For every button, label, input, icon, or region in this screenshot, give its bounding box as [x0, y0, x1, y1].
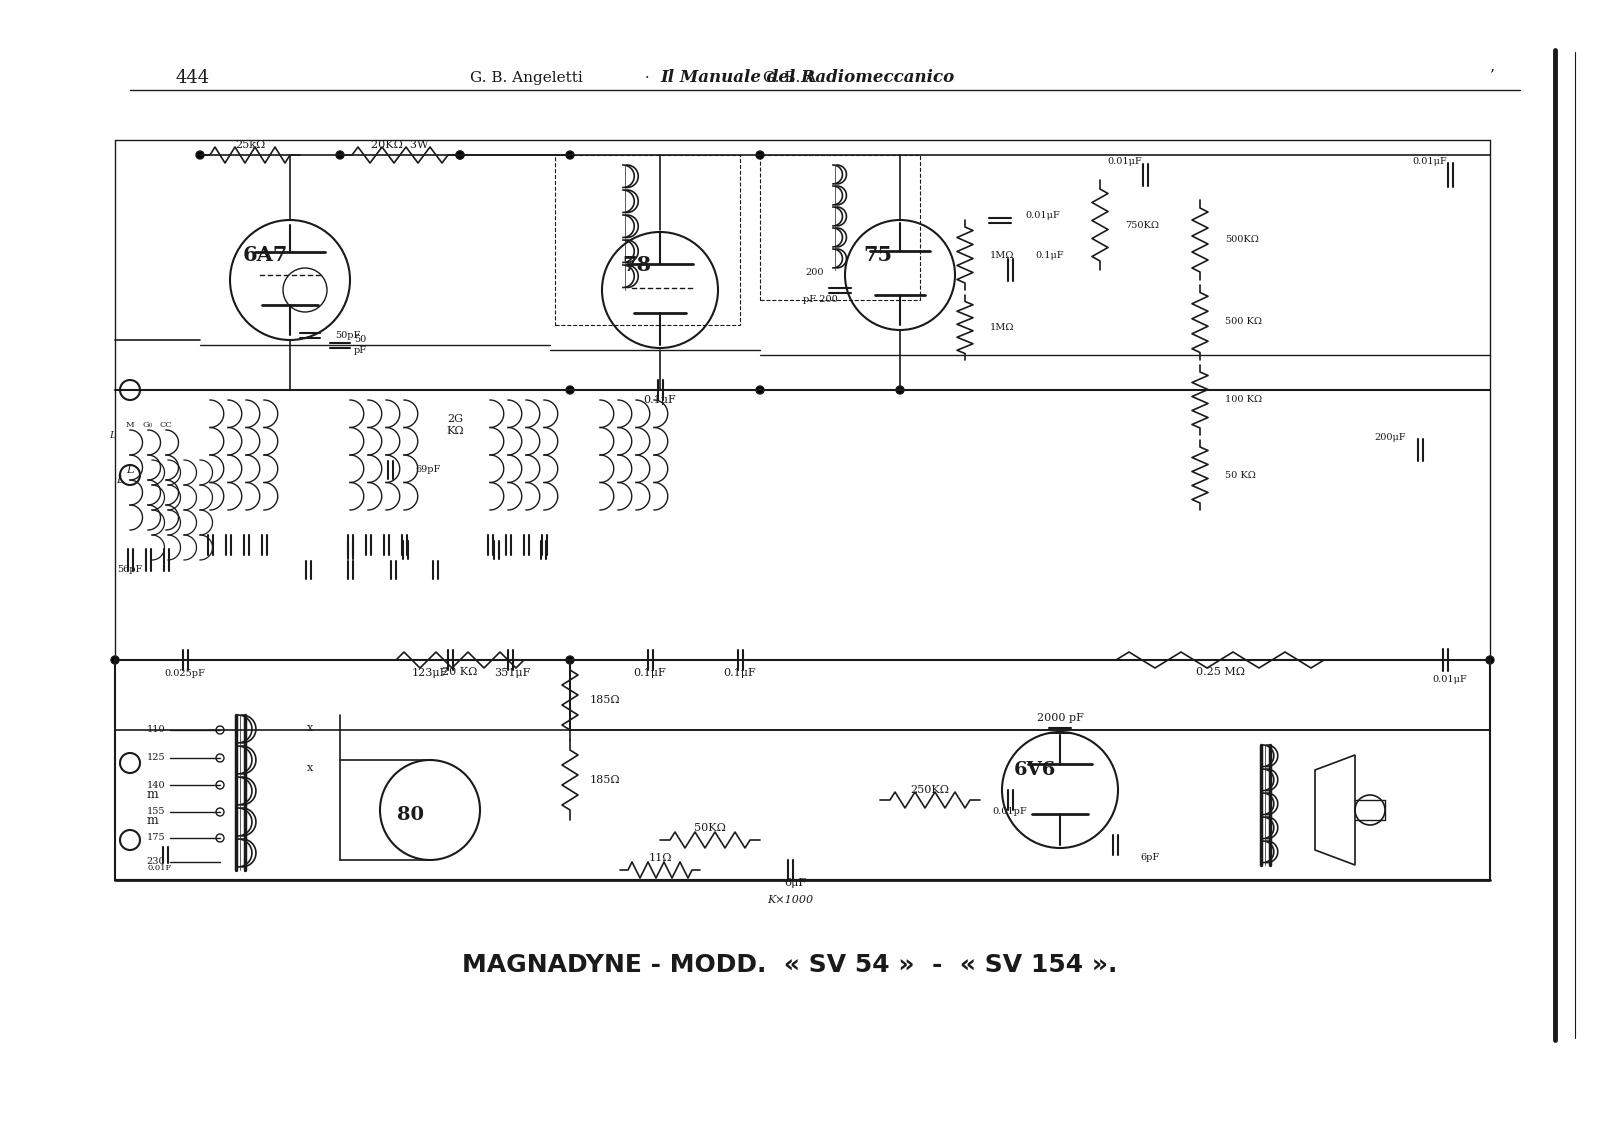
- Text: 6V6: 6V6: [1014, 761, 1056, 779]
- Text: pF 200: pF 200: [803, 295, 837, 304]
- Circle shape: [566, 656, 574, 664]
- Text: 1MΩ: 1MΩ: [990, 323, 1014, 333]
- Text: 100 KΩ: 100 KΩ: [1226, 396, 1262, 405]
- Text: 500 KΩ: 500 KΩ: [1226, 318, 1262, 327]
- Text: 11Ω: 11Ω: [648, 853, 672, 863]
- Text: ’: ’: [1490, 68, 1494, 83]
- Text: 0.1μF: 0.1μF: [634, 668, 666, 677]
- Circle shape: [566, 152, 574, 159]
- Text: L: L: [109, 431, 115, 440]
- Text: 0.01μF: 0.01μF: [1026, 210, 1059, 219]
- Text: G. B. A: G. B. A: [763, 71, 816, 85]
- Circle shape: [1486, 656, 1494, 664]
- Text: 0.025pF: 0.025pF: [165, 668, 205, 677]
- Text: 2G
KΩ: 2G KΩ: [446, 414, 464, 435]
- Text: 185Ω: 185Ω: [590, 775, 621, 785]
- Text: 110: 110: [146, 725, 165, 734]
- Circle shape: [757, 152, 765, 159]
- Text: K×1000: K×1000: [766, 895, 813, 905]
- Text: 140: 140: [146, 780, 165, 789]
- Text: x: x: [307, 723, 314, 733]
- Text: 56pF: 56pF: [117, 566, 142, 575]
- Text: 0.25 MΩ: 0.25 MΩ: [1195, 667, 1245, 677]
- Text: L: L: [126, 465, 134, 475]
- Text: 0.01pF: 0.01pF: [992, 808, 1027, 817]
- Text: 2000 pF: 2000 pF: [1037, 713, 1083, 723]
- Text: M: M: [126, 421, 134, 429]
- Text: 20 KΩ: 20 KΩ: [442, 667, 478, 677]
- Text: 500KΩ: 500KΩ: [1226, 235, 1259, 244]
- Text: 185Ω: 185Ω: [590, 696, 621, 705]
- Circle shape: [896, 386, 904, 394]
- Text: 0.1μF: 0.1μF: [643, 395, 677, 405]
- Text: 20KΩ  3W: 20KΩ 3W: [371, 140, 429, 150]
- Text: m: m: [146, 813, 158, 827]
- Text: m: m: [146, 788, 158, 802]
- Text: 250KΩ: 250KΩ: [910, 785, 949, 795]
- Text: G₀: G₀: [142, 421, 154, 429]
- Text: 6A7: 6A7: [242, 245, 288, 265]
- Text: 125: 125: [146, 753, 165, 762]
- Text: 750KΩ: 750KΩ: [1125, 221, 1158, 230]
- Text: 1MΩ: 1MΩ: [990, 250, 1014, 259]
- Text: 0.1μF: 0.1μF: [723, 668, 757, 677]
- Text: 0.01F: 0.01F: [147, 864, 173, 872]
- Circle shape: [757, 386, 765, 394]
- Text: 175: 175: [146, 834, 165, 843]
- Text: 69pF: 69pF: [414, 466, 440, 475]
- Text: 50 KΩ: 50 KΩ: [1226, 470, 1256, 480]
- Circle shape: [336, 152, 344, 159]
- Text: 200: 200: [806, 268, 824, 287]
- Text: 6μF: 6μF: [784, 878, 806, 888]
- Text: 351μF: 351μF: [494, 668, 530, 677]
- Text: 50KΩ: 50KΩ: [694, 823, 726, 834]
- Text: 75: 75: [864, 245, 893, 265]
- Text: G. B. Angeletti: G. B. Angeletti: [470, 71, 582, 85]
- Circle shape: [456, 152, 464, 159]
- Text: 50
pF: 50 pF: [354, 335, 366, 355]
- Text: CC: CC: [160, 421, 173, 429]
- Text: 0.01μF: 0.01μF: [1413, 157, 1448, 166]
- Circle shape: [110, 656, 118, 664]
- Bar: [555, 155, 739, 325]
- Text: MAGNADYNE - MODD.  « SV 54 »  -  « SV 154 ».: MAGNADYNE - MODD. « SV 54 » - « SV 154 »…: [462, 953, 1118, 977]
- Text: 200μF: 200μF: [1374, 433, 1406, 442]
- Text: x: x: [307, 763, 314, 772]
- Text: 230: 230: [146, 857, 165, 866]
- Text: 78: 78: [622, 254, 651, 275]
- Text: 155: 155: [147, 808, 165, 817]
- Text: Il Manuale del Radiomeccanico: Il Manuale del Radiomeccanico: [661, 69, 954, 86]
- Text: 80: 80: [397, 806, 424, 824]
- Text: ·: ·: [640, 71, 654, 85]
- Circle shape: [566, 386, 574, 394]
- Text: 123μF: 123μF: [411, 668, 448, 677]
- Text: L: L: [117, 475, 123, 485]
- Text: 0.01μF: 0.01μF: [1107, 157, 1142, 166]
- Circle shape: [195, 152, 205, 159]
- Text: 50pF: 50pF: [334, 330, 360, 339]
- Text: 6pF: 6pF: [1139, 853, 1160, 862]
- Text: 0.01μF: 0.01μF: [1432, 675, 1467, 684]
- Text: 25kΩ: 25kΩ: [235, 140, 266, 150]
- Bar: [760, 155, 920, 300]
- Text: 0.1μF: 0.1μF: [1035, 250, 1064, 259]
- Circle shape: [456, 152, 464, 159]
- Text: 444: 444: [174, 69, 210, 87]
